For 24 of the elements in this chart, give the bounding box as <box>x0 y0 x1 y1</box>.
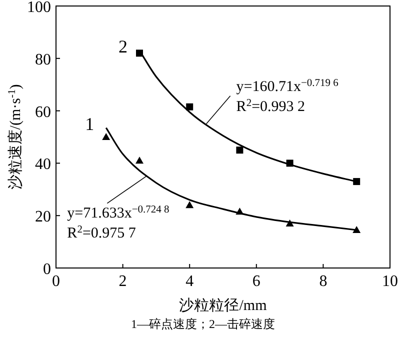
point <box>102 133 110 140</box>
series-label: 2 <box>118 36 128 57</box>
y-tick-label: 0 <box>43 261 51 278</box>
x-axis-title: 沙粒粒径/mm <box>179 297 268 314</box>
series-label: 1 <box>85 114 94 134</box>
annotation: y=71.633x$^{−0.724 8}$ <box>67 204 170 222</box>
y-tick-label: 40 <box>35 156 51 174</box>
x-tick-label: 4 <box>186 273 194 290</box>
x-tick-label: 10 <box>382 273 398 290</box>
y-tick-label: 60 <box>35 104 51 121</box>
x-tick-label: 8 <box>319 273 328 290</box>
y-tick-label: 100 <box>27 0 51 16</box>
y-tick-label: 20 <box>35 208 51 226</box>
annotation: R$^{2}$=0.975 7 <box>67 224 136 242</box>
annotation: y=160.71x$^{−0.719 6}$ <box>236 77 338 95</box>
point <box>136 156 144 164</box>
point <box>186 201 194 208</box>
y-tick-label: 80 <box>35 51 51 68</box>
x-tick-label: 6 <box>252 273 260 290</box>
point <box>186 103 194 110</box>
point <box>236 146 244 154</box>
x-tick-label: 2 <box>118 273 127 290</box>
annotation: R$^{2}$=0.993 2 <box>236 97 306 115</box>
text: 1—碎点速度；2—击碎速度 <box>131 317 275 331</box>
